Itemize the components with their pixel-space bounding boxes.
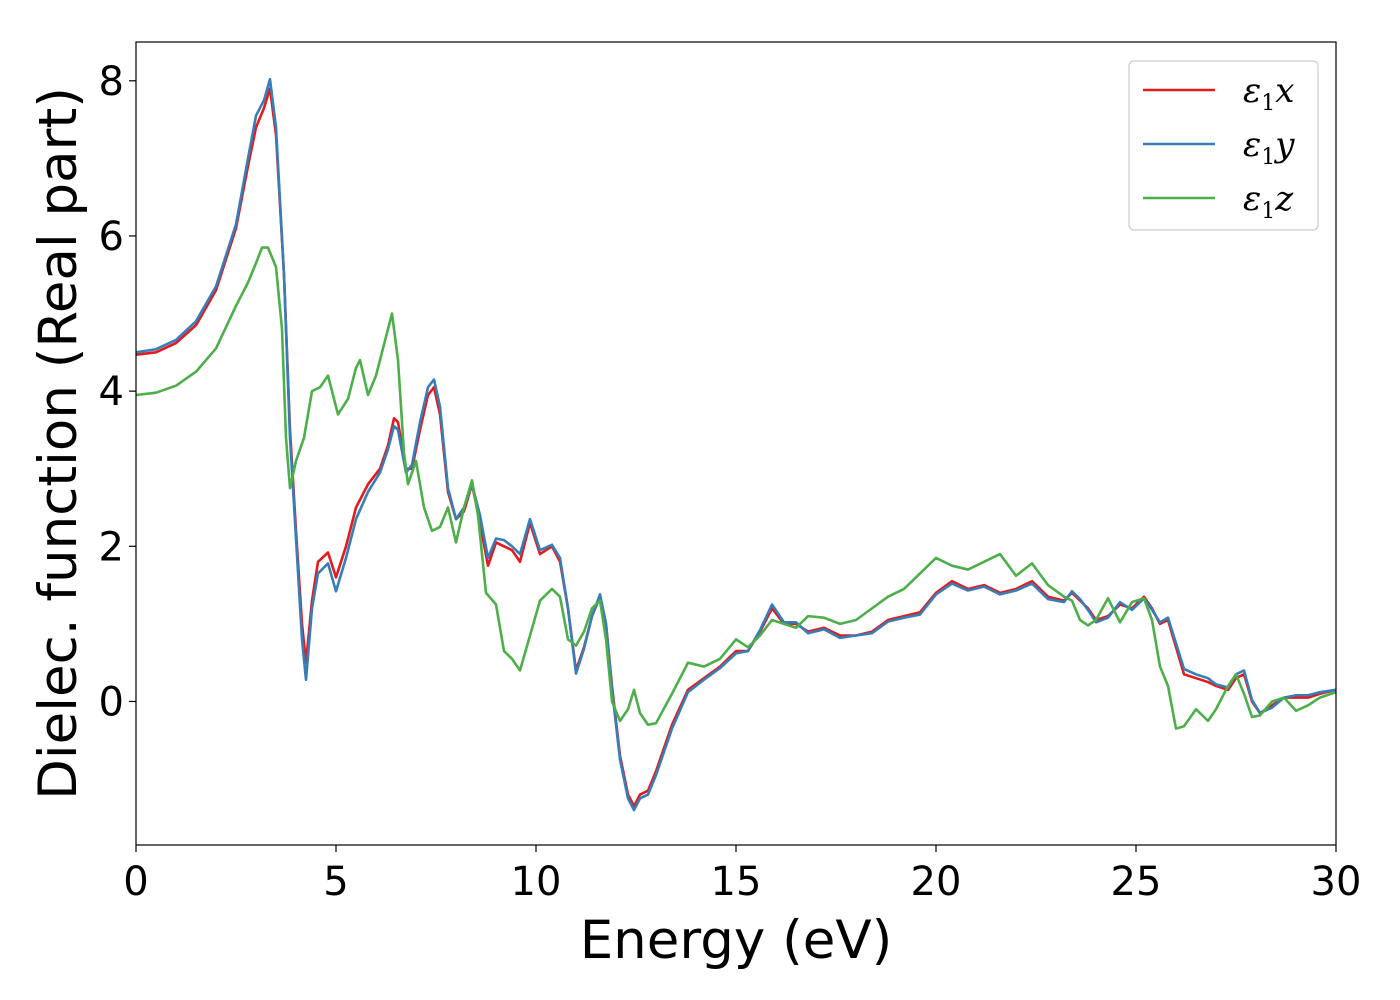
x-tick-label: 0 [123, 859, 148, 905]
plot-area [135, 41, 1337, 846]
x-tick-label: 25 [1111, 859, 1162, 905]
y-axis: 0 2 4 6 8 [99, 59, 136, 725]
x-tick-label: 20 [911, 859, 962, 905]
legend-label-z: ε1z [1243, 179, 1294, 224]
series-layer [136, 77, 1336, 812]
x-axis-label: Energy (eV) [580, 910, 893, 971]
x-axis: 0 5 10 15 20 25 30 [123, 845, 1361, 905]
x-tick-label: 5 [323, 859, 348, 905]
y-tick-label: 2 [99, 524, 124, 570]
legend-label-y: ε1y [1243, 125, 1295, 170]
legend-box [1128, 60, 1319, 231]
legend-label-x: ε1x [1243, 71, 1294, 116]
x-tick-label: 10 [511, 859, 562, 905]
series-line-z [136, 246, 1336, 730]
y-tick-label: 0 [99, 679, 124, 725]
x-tick-label: 30 [1311, 859, 1362, 905]
y-tick-label: 8 [99, 59, 124, 105]
y-tick-label: 4 [99, 369, 124, 415]
x-tick-label: 15 [711, 859, 762, 905]
y-tick-label: 6 [99, 214, 124, 260]
legend: ε1x ε1y ε1z [1128, 60, 1319, 231]
y-axis-label: Dielec. function (Real part) [28, 87, 89, 800]
